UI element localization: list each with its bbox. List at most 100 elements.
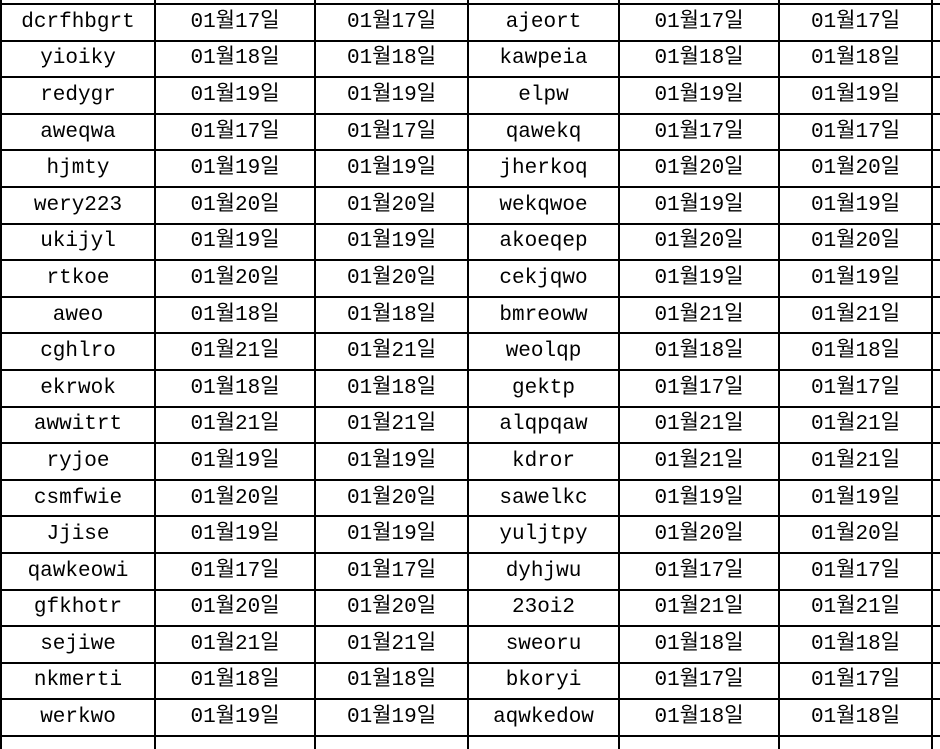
name-cell[interactable]: dcrfhbgrt <box>0 3 156 42</box>
name-cell[interactable]: hjmty <box>0 149 156 188</box>
name-cell[interactable]: cghlro <box>0 332 156 371</box>
date-cell[interactable]: 01월19일 <box>314 698 469 737</box>
date-cell[interactable]: 01월21일 <box>314 625 469 664</box>
date-cell[interactable]: 01월19일 <box>618 478 780 518</box>
date-cell[interactable]: 01월19일 <box>314 222 469 262</box>
name-cell[interactable]: kawpeia <box>467 39 620 79</box>
date-cell[interactable]: 01월17일 <box>314 112 469 152</box>
date-cell[interactable]: 01월18일 <box>778 332 933 371</box>
date-cell[interactable]: 01월21일 <box>618 442 780 481</box>
name-cell[interactable]: elpw <box>467 76 620 115</box>
date-cell[interactable]: 01월18일 <box>154 368 316 408</box>
date-cell[interactable]: 01월17일 <box>778 3 933 42</box>
name-cell[interactable]: sawelkc <box>467 478 620 518</box>
name-cell[interactable]: 23oi2 <box>467 588 620 628</box>
date-cell[interactable]: 01월21일 <box>778 442 933 481</box>
date-cell[interactable]: 01월19일 <box>778 76 933 115</box>
name-cell[interactable]: wery223 <box>0 185 156 225</box>
date-cell[interactable]: 01월17일 <box>778 551 933 591</box>
date-cell[interactable]: 01월17일 <box>618 3 780 42</box>
name-cell[interactable]: aweo <box>0 295 156 335</box>
date-cell[interactable]: 01월19일 <box>314 76 469 115</box>
name-cell[interactable]: Jjise <box>0 515 156 554</box>
date-cell[interactable]: 01월19일 <box>154 442 316 481</box>
date-cell[interactable]: 01월18일 <box>618 625 780 664</box>
date-cell[interactable]: 01월20일 <box>314 185 469 225</box>
name-cell[interactable]: cekjqwo <box>467 259 620 298</box>
date-cell[interactable]: 01월19일 <box>618 76 780 115</box>
name-cell[interactable]: redygr <box>0 76 156 115</box>
date-cell[interactable]: 01월19일 <box>154 698 316 737</box>
date-cell[interactable]: 01월17일 <box>618 112 780 152</box>
date-cell[interactable]: 01월18일 <box>154 39 316 79</box>
date-cell[interactable]: 01월21일 <box>154 625 316 664</box>
date-cell[interactable]: 01월18일 <box>618 39 780 79</box>
date-cell[interactable]: 01월18일 <box>618 698 780 737</box>
date-cell[interactable]: 01월17일 <box>314 551 469 591</box>
date-cell[interactable]: 01월20일 <box>154 185 316 225</box>
date-cell[interactable]: 01월17일 <box>618 551 780 591</box>
name-cell[interactable]: bkoryi <box>467 661 620 701</box>
date-cell[interactable]: 01월21일 <box>618 295 780 335</box>
date-cell[interactable]: 01월21일 <box>778 295 933 335</box>
date-cell[interactable]: 01월19일 <box>618 259 780 298</box>
date-cell[interactable]: 01월17일 <box>778 368 933 408</box>
name-cell[interactable]: wekqwoe <box>467 185 620 225</box>
name-cell[interactable]: alqpqaw <box>467 405 620 445</box>
date-cell[interactable]: 01월18일 <box>314 661 469 701</box>
date-cell[interactable]: 01월18일 <box>778 698 933 737</box>
name-cell[interactable]: dyhjwu <box>467 551 620 591</box>
name-cell[interactable]: csmfwie <box>0 478 156 518</box>
date-cell[interactable]: 01월17일 <box>618 368 780 408</box>
date-cell[interactable]: 01월18일 <box>778 39 933 79</box>
name-cell[interactable]: rtkoe <box>0 259 156 298</box>
name-cell[interactable]: werkwo <box>0 698 156 737</box>
date-cell[interactable]: 01월19일 <box>618 185 780 225</box>
date-cell[interactable]: 01월20일 <box>618 149 780 188</box>
date-cell[interactable]: 01월18일 <box>618 332 780 371</box>
date-cell[interactable]: 01월21일 <box>314 405 469 445</box>
date-cell[interactable]: 01월19일 <box>778 478 933 518</box>
name-cell[interactable]: kdror <box>467 442 620 481</box>
name-cell[interactable]: yioiky <box>0 39 156 79</box>
date-cell[interactable]: 01월21일 <box>314 332 469 371</box>
date-cell[interactable]: 01월20일 <box>618 222 780 262</box>
name-cell[interactable]: gektp <box>467 368 620 408</box>
date-cell[interactable]: 01월19일 <box>778 259 933 298</box>
name-cell[interactable]: awwitrt <box>0 405 156 445</box>
date-cell[interactable]: 01월20일 <box>154 478 316 518</box>
date-cell[interactable]: 01월18일 <box>154 295 316 335</box>
date-cell[interactable]: 01월19일 <box>314 149 469 188</box>
date-cell[interactable]: 01월17일 <box>154 551 316 591</box>
name-cell[interactable]: nkmerti <box>0 661 156 701</box>
name-cell[interactable]: ryjoe <box>0 442 156 481</box>
date-cell[interactable]: 01월17일 <box>154 3 316 42</box>
date-cell[interactable]: 01월20일 <box>314 478 469 518</box>
name-cell[interactable]: ajeort <box>467 3 620 42</box>
name-cell[interactable]: yuljtpy <box>467 515 620 554</box>
date-cell[interactable]: 01월20일 <box>778 222 933 262</box>
name-cell[interactable]: sejiwe <box>0 625 156 664</box>
date-cell[interactable]: 01월19일 <box>314 515 469 554</box>
date-cell[interactable]: 01월20일 <box>778 149 933 188</box>
date-cell[interactable]: 01월21일 <box>618 588 780 628</box>
date-cell[interactable]: 01월21일 <box>154 332 316 371</box>
name-cell[interactable]: ukijyl <box>0 222 156 262</box>
date-cell[interactable]: 01월18일 <box>154 661 316 701</box>
date-cell[interactable]: 01월18일 <box>314 39 469 79</box>
date-cell[interactable]: 01월19일 <box>154 515 316 554</box>
name-cell[interactable]: ekrwok <box>0 368 156 408</box>
date-cell[interactable]: 01월18일 <box>314 295 469 335</box>
date-cell[interactable]: 01월20일 <box>618 515 780 554</box>
date-cell[interactable]: 01월20일 <box>314 259 469 298</box>
name-cell[interactable]: weolqp <box>467 332 620 371</box>
date-cell[interactable]: 01월17일 <box>314 3 469 42</box>
date-cell[interactable]: 01월17일 <box>778 112 933 152</box>
date-cell[interactable]: 01월19일 <box>154 149 316 188</box>
name-cell[interactable]: jherkoq <box>467 149 620 188</box>
date-cell[interactable]: 01월21일 <box>778 405 933 445</box>
name-cell[interactable]: akoeqep <box>467 222 620 262</box>
date-cell[interactable]: 01월19일 <box>154 222 316 262</box>
date-cell[interactable]: 01월18일 <box>314 368 469 408</box>
date-cell[interactable]: 01월21일 <box>618 405 780 445</box>
